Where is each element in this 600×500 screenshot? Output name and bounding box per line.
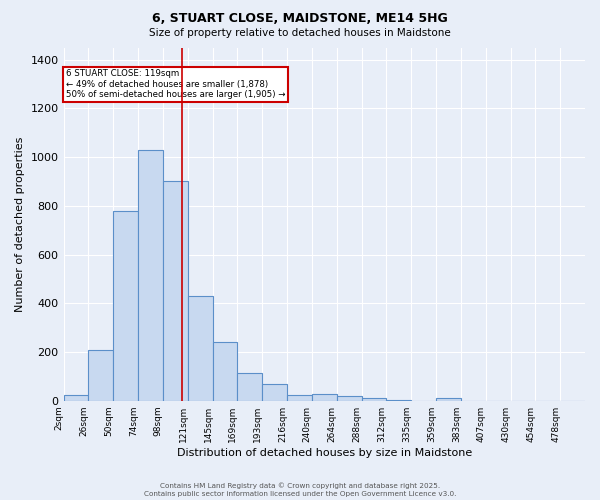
Bar [64,396,88,400]
Text: 6 STUART CLOSE: 119sqm
← 49% of detached houses are smaller (1,878)
50% of semi-: 6 STUART CLOSE: 119sqm ← 49% of detached… [65,70,285,99]
Text: Size of property relative to detached houses in Maidstone: Size of property relative to detached ho… [149,28,451,38]
Bar [113,210,138,400]
Bar [238,372,262,400]
Bar [312,394,337,400]
Bar [188,296,212,401]
Bar [362,398,386,400]
Text: 6, STUART CLOSE, MAIDSTONE, ME14 5HG: 6, STUART CLOSE, MAIDSTONE, ME14 5HG [152,12,448,26]
Bar [88,350,113,401]
Text: Contains HM Land Registry data © Crown copyright and database right 2025.: Contains HM Land Registry data © Crown c… [160,482,440,489]
Bar [163,182,188,400]
X-axis label: Distribution of detached houses by size in Maidstone: Distribution of detached houses by size … [176,448,472,458]
Bar [337,396,362,400]
Y-axis label: Number of detached properties: Number of detached properties [15,136,25,312]
Bar [287,394,312,400]
Bar [262,384,287,400]
Bar [212,342,238,400]
Bar [436,398,461,400]
Text: Contains public sector information licensed under the Open Government Licence v3: Contains public sector information licen… [144,491,456,497]
Bar [138,150,163,401]
